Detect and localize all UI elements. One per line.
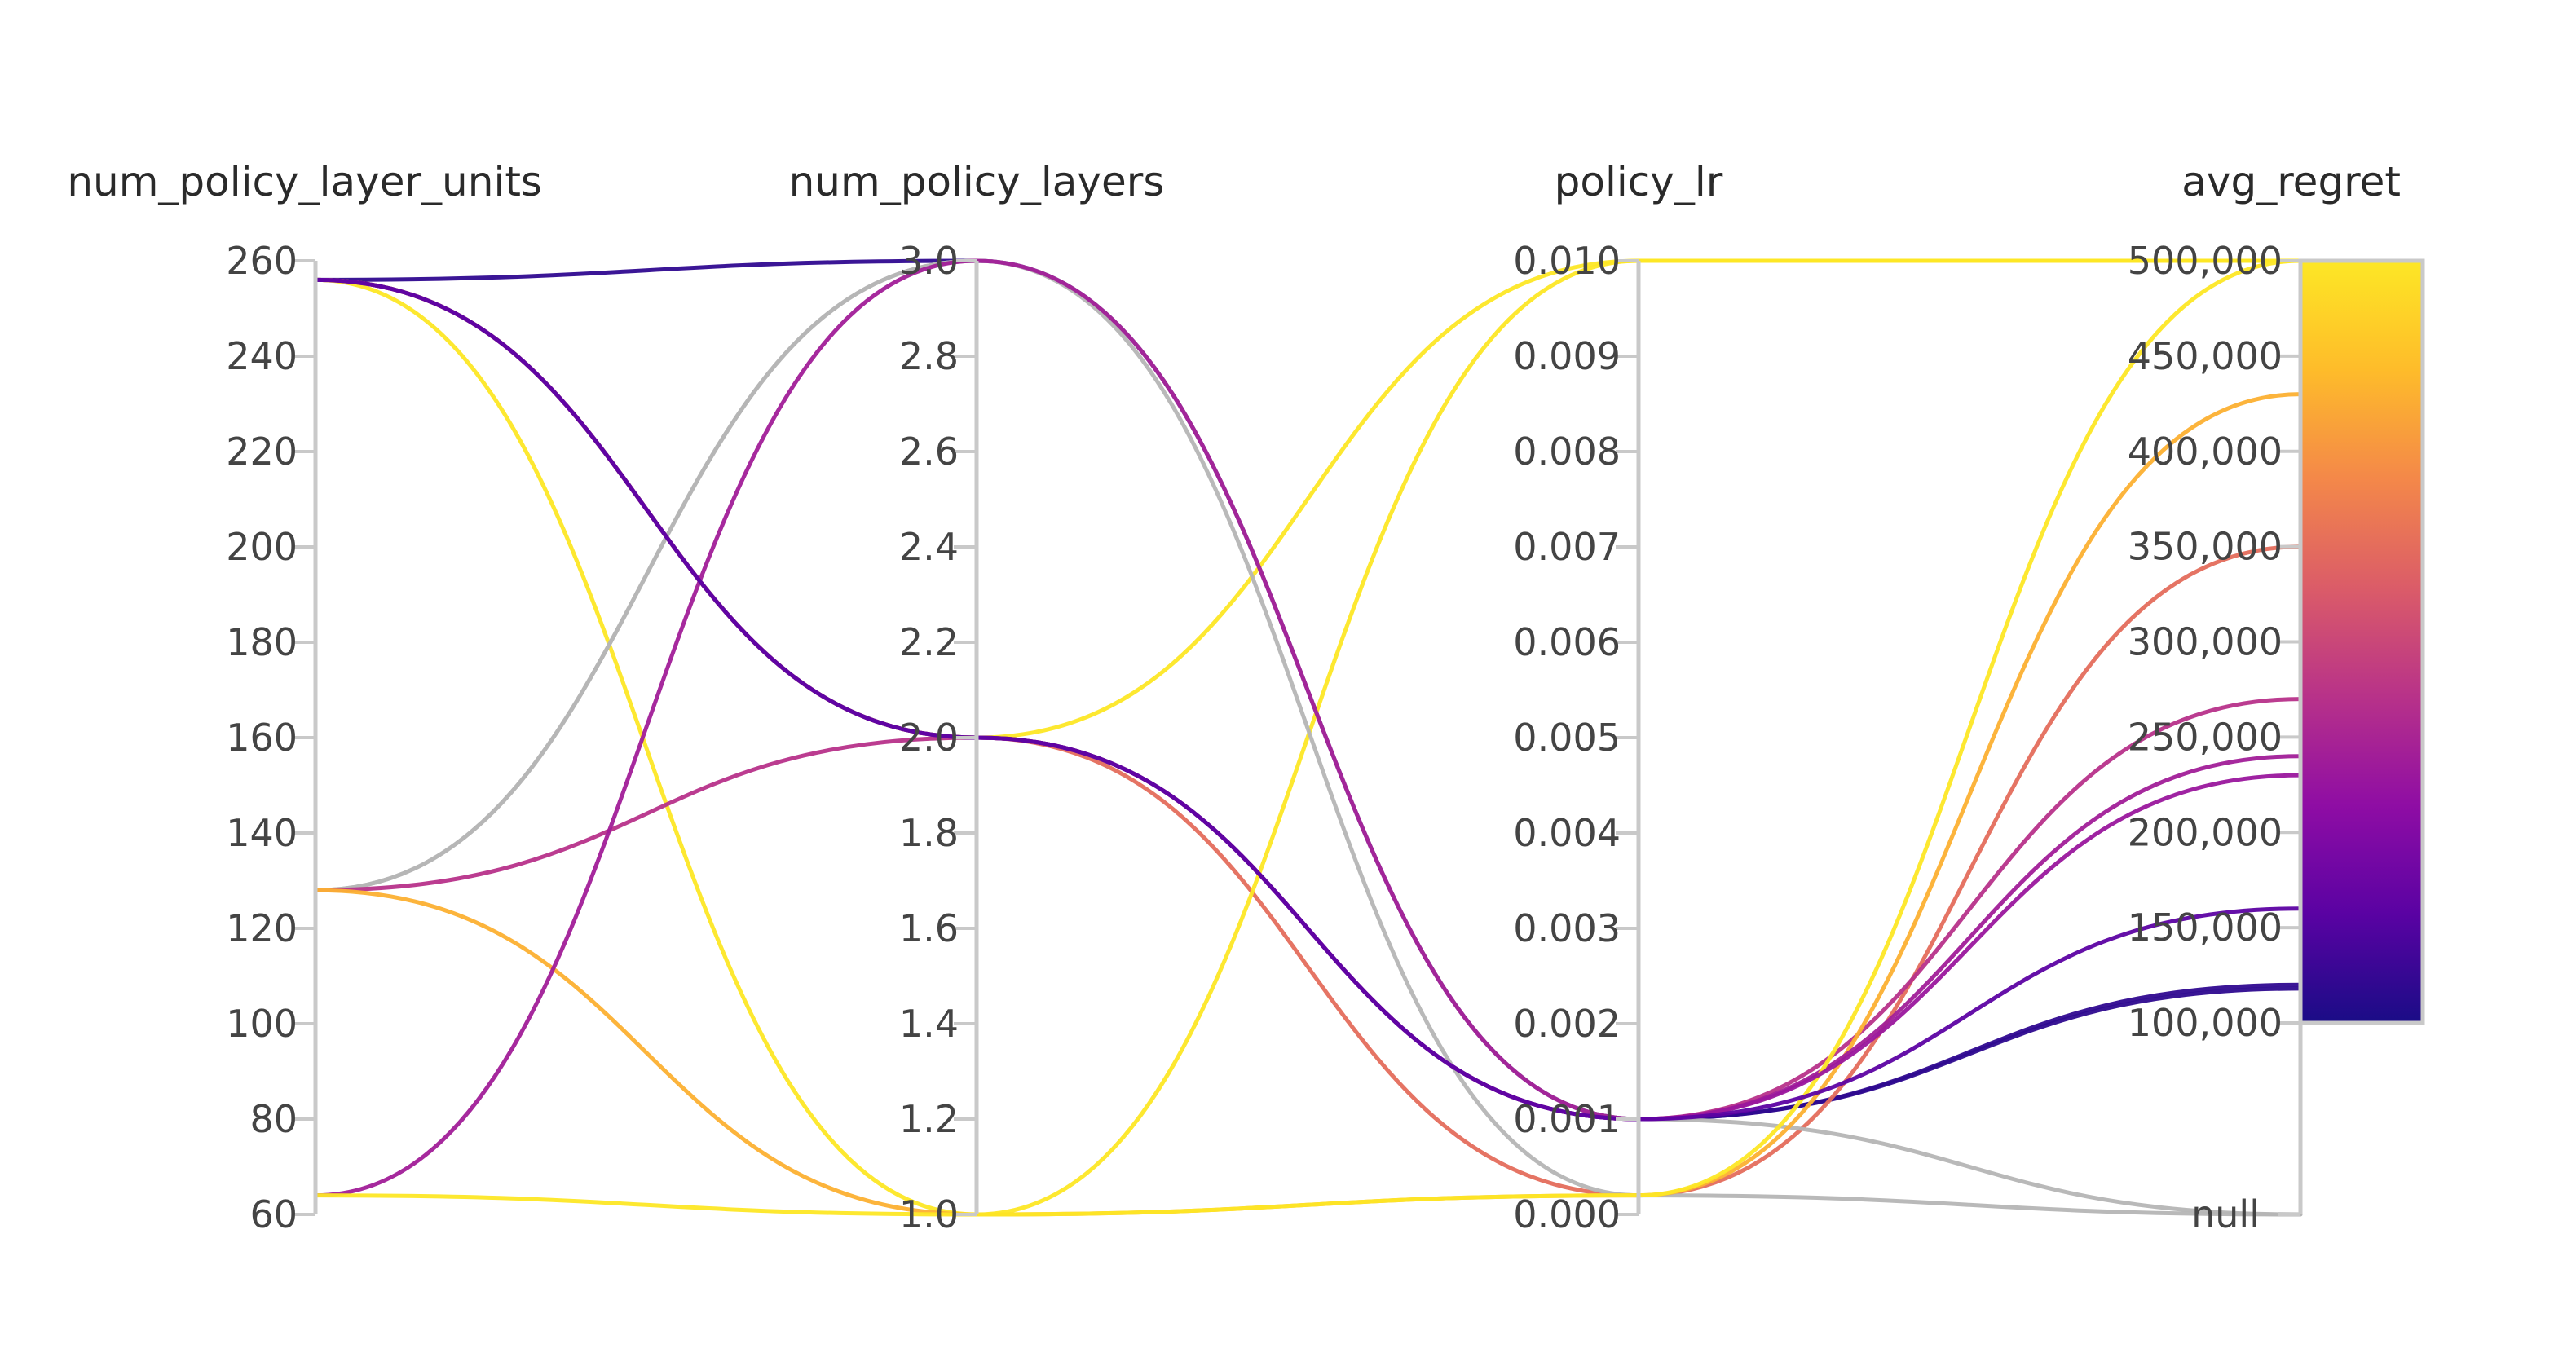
tick-label: 500,000 (2128, 239, 2283, 283)
colorbar (2298, 258, 2425, 1025)
tick-label: 1.0 (899, 1192, 959, 1236)
run-line[interactable] (313, 277, 2303, 1122)
tick-label: 60 (249, 1192, 298, 1236)
axis-title: policy_lr (1555, 158, 1723, 205)
tick-label: 0.006 (1513, 620, 1621, 664)
tick-label: 1.2 (899, 1097, 959, 1141)
tick-label: 0.009 (1513, 334, 1621, 378)
tick-label: 100 (226, 1002, 298, 1046)
run-line[interactable] (313, 258, 2303, 1198)
tick-label: 100,000 (2128, 1001, 2283, 1045)
tick-label: 80 (249, 1097, 298, 1141)
tick-label: 200,000 (2128, 810, 2283, 854)
tick-label: 0.005 (1513, 716, 1621, 760)
tick-label: 120 (226, 906, 298, 950)
tick-label: 350,000 (2128, 525, 2283, 569)
null-tick-label: null (2191, 1192, 2260, 1236)
tick-label: 200 (226, 525, 298, 569)
tick-label: 2.0 (899, 716, 959, 760)
axis-title: num_policy_layers (789, 158, 1165, 205)
tick-label: 450,000 (2128, 334, 2283, 378)
tick-label: 260 (226, 239, 298, 283)
tick-label: 3.0 (899, 239, 959, 283)
tick-label: 2.6 (899, 430, 959, 474)
tick-label: 220 (226, 430, 298, 474)
run-line[interactable] (313, 258, 2303, 1217)
tick-label: 0.007 (1513, 525, 1621, 569)
tick-label: 2.4 (899, 525, 959, 569)
tick-label: 0.002 (1513, 1002, 1621, 1046)
tick-label: 140 (226, 811, 298, 855)
axis-title: avg_regret (2181, 158, 2401, 205)
run-line[interactable] (313, 258, 2303, 740)
polyline-layer (313, 258, 2303, 1217)
tick-label: 0.001 (1513, 1097, 1621, 1141)
tick-label: 1.8 (899, 811, 959, 855)
run-line[interactable] (313, 258, 2303, 1217)
tick-label: 240 (226, 334, 298, 378)
tick-label: 1.4 (899, 1002, 959, 1046)
tick-label: 180 (226, 620, 298, 664)
tick-label: 2.2 (899, 620, 959, 664)
tick-label: 250,000 (2128, 715, 2283, 759)
axes-layer: num_policy_layer_units 60 80 100 120 140 160 18… (67, 158, 2401, 1236)
tick-label: 400,000 (2128, 430, 2283, 474)
colorbar-gradient (2300, 261, 2423, 1023)
tick-label: 300,000 (2128, 620, 2283, 664)
tick-label: 0.008 (1513, 430, 1621, 474)
run-line[interactable] (313, 697, 2303, 1122)
tick-label: 150,000 (2128, 906, 2283, 950)
colorbar-frame (2298, 258, 2425, 1025)
run-line[interactable] (313, 258, 2303, 1217)
tick-label: 0.010 (1513, 239, 1621, 283)
axis-title: num_policy_layer_units (67, 158, 542, 205)
tick-label: 0.000 (1513, 1192, 1621, 1236)
tick-label: 0.003 (1513, 906, 1621, 950)
tick-label: 1.6 (899, 906, 959, 950)
tick-label: 0.004 (1513, 811, 1621, 855)
tick-label: 160 (226, 716, 298, 760)
tick-label: 2.8 (899, 334, 959, 378)
